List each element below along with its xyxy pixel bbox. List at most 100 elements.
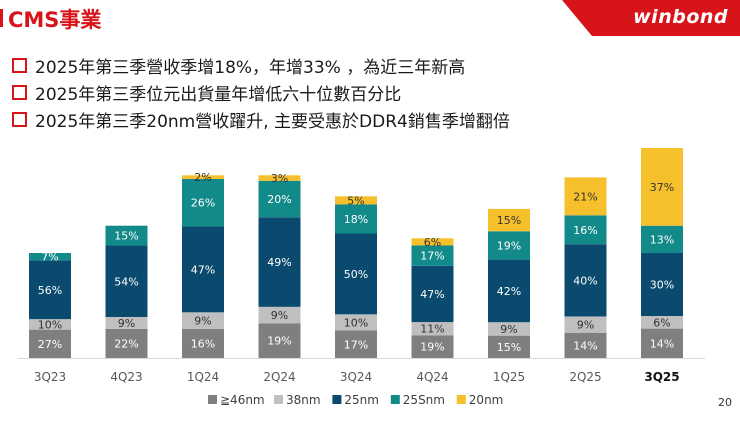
bullet-text: 2025年第三季營收季增18%，年增33% ，為近三年新高 bbox=[35, 58, 466, 78]
legend-label: 25Snm bbox=[403, 393, 445, 407]
bar-segment-3Q24-≧46nm bbox=[335, 330, 377, 358]
bar-segment-1Q25-25nm bbox=[488, 259, 530, 323]
checkbox-bullet-icon bbox=[12, 112, 27, 127]
data-label: 47% bbox=[420, 288, 444, 301]
bar-segment-3Q25-20nm bbox=[641, 148, 683, 226]
brand-banner bbox=[562, 0, 740, 36]
legend-swatch-20nm bbox=[456, 395, 466, 404]
bar-segment-1Q24-25nm bbox=[182, 226, 224, 313]
data-label: 16% bbox=[191, 337, 215, 350]
bar-segment-4Q24-≧46nm bbox=[411, 335, 454, 358]
bar-segment-2Q25-38nm bbox=[564, 316, 607, 333]
data-label: 50% bbox=[344, 268, 368, 281]
legend-label: 38nm bbox=[286, 393, 321, 407]
bar-segment-2Q25-25Snm bbox=[564, 215, 607, 245]
data-label: 54% bbox=[114, 275, 138, 288]
data-label: 17% bbox=[344, 338, 368, 351]
bar-segment-3Q24-20nm bbox=[335, 196, 377, 205]
bar-segment-1Q24-25Snm bbox=[182, 178, 224, 227]
x-tick-label: 3Q25 bbox=[644, 370, 679, 384]
data-label: 3% bbox=[271, 172, 288, 185]
data-label: 27% bbox=[38, 338, 62, 351]
legend-swatch-38nm bbox=[274, 395, 283, 404]
bar-segment-3Q25-≧46nm bbox=[641, 328, 683, 358]
legend-label: 20nm bbox=[469, 393, 504, 407]
data-label: 9% bbox=[118, 317, 135, 330]
page-title: CMS事業 bbox=[8, 8, 102, 32]
bar-segment-4Q23-25nm bbox=[105, 245, 148, 317]
bullet-item: 2025年第三季位元出貨量年增低六十位數百分比 bbox=[12, 79, 510, 106]
checkbox-bullet-icon bbox=[12, 58, 27, 73]
bar-segment-3Q24-38nm bbox=[335, 314, 377, 331]
data-label: 42% bbox=[497, 285, 521, 298]
data-label: 9% bbox=[194, 315, 211, 328]
x-tick-label: 2Q24 bbox=[263, 370, 295, 384]
x-tick-label: 4Q24 bbox=[416, 370, 448, 384]
x-tick-label: 3Q23 bbox=[34, 370, 66, 384]
bullet-item: 2025年第三季20nm營收躍升, 主要受惠於DDR4銷售季增翻倍 bbox=[12, 106, 510, 133]
data-label: 14% bbox=[573, 339, 597, 352]
bar-segment-3Q25-25Snm bbox=[641, 225, 683, 253]
data-label: 19% bbox=[267, 335, 291, 348]
bar-segment-3Q23-25Snm bbox=[29, 253, 71, 261]
bar-segment-1Q25-20nm bbox=[488, 208, 530, 232]
data-label: 14% bbox=[650, 337, 674, 350]
bar-segment-2Q25-25nm bbox=[564, 244, 607, 317]
legend-label: ≧46nm bbox=[220, 393, 265, 407]
x-tick-label: 3Q24 bbox=[340, 370, 372, 384]
bar-segment-1Q24-38nm bbox=[182, 312, 224, 329]
legend-swatch-25nm bbox=[332, 395, 342, 404]
bar-segment-1Q25-25Snm bbox=[488, 231, 530, 260]
x-tick-label: 1Q25 bbox=[493, 370, 525, 384]
legend-label: 25nm bbox=[344, 393, 379, 407]
bar-segment-3Q23-≧46nm bbox=[29, 329, 71, 358]
bar-segment-1Q24-20nm bbox=[182, 175, 224, 179]
bullet-list: 2025年第三季營收季增18%，年增33% ，為近三年新高 2025年第三季位元… bbox=[12, 52, 510, 133]
data-label: 9% bbox=[577, 319, 594, 332]
data-label: 6% bbox=[653, 316, 670, 329]
data-label: 7% bbox=[41, 251, 58, 264]
x-tick-label: 4Q23 bbox=[110, 370, 142, 384]
bar-segment-3Q24-25nm bbox=[335, 233, 377, 315]
bullet-item: 2025年第三季營收季增18%，年增33% ，為近三年新高 bbox=[12, 52, 510, 79]
data-label: 19% bbox=[420, 341, 444, 354]
data-label: 19% bbox=[497, 239, 521, 252]
data-label: 5% bbox=[347, 194, 364, 207]
data-label: 21% bbox=[573, 190, 597, 203]
bar-segment-2Q24-20nm bbox=[258, 175, 301, 181]
data-label: 6% bbox=[424, 236, 441, 249]
data-label: 56% bbox=[38, 284, 62, 297]
bar-segment-1Q25-≧46nm bbox=[488, 335, 530, 358]
page-number: 20 bbox=[718, 396, 732, 409]
data-label: 13% bbox=[650, 233, 674, 246]
bar-segment-4Q23-38nm bbox=[105, 316, 148, 329]
x-tick-label: 2Q25 bbox=[569, 370, 601, 384]
bar-segment-2Q25-≧46nm bbox=[564, 332, 607, 358]
legend-swatch-≧46nm bbox=[208, 395, 217, 404]
data-label: 37% bbox=[650, 181, 674, 194]
data-label: 15% bbox=[114, 230, 138, 243]
bar-segment-4Q24-25nm bbox=[411, 265, 454, 323]
data-label: 10% bbox=[38, 318, 62, 331]
data-label: 30% bbox=[650, 279, 674, 292]
data-label: 49% bbox=[267, 256, 291, 269]
data-label: 10% bbox=[344, 316, 368, 329]
legend-swatch-25Snm bbox=[390, 395, 400, 404]
data-label: 9% bbox=[271, 309, 288, 322]
bar-segment-2Q24-25nm bbox=[258, 217, 301, 307]
bar-segment-4Q24-20nm bbox=[411, 238, 454, 246]
data-label: 47% bbox=[191, 263, 215, 276]
data-label: 20% bbox=[267, 193, 291, 206]
data-label: 16% bbox=[573, 224, 597, 237]
bar-segment-1Q25-38nm bbox=[488, 322, 530, 336]
data-label: 26% bbox=[191, 197, 215, 210]
bar-segment-1Q24-≧46nm bbox=[182, 328, 224, 358]
data-label: 11% bbox=[420, 323, 444, 336]
bar-segment-4Q23-25Snm bbox=[105, 225, 148, 246]
bar-segment-3Q24-25Snm bbox=[335, 204, 377, 234]
bullet-text: 2025年第三季20nm營收躍升, 主要受惠於DDR4銷售季增翻倍 bbox=[35, 112, 510, 132]
data-label: 9% bbox=[500, 323, 517, 336]
data-label: 2% bbox=[194, 171, 211, 184]
bar-segment-2Q24-38nm bbox=[258, 306, 301, 324]
